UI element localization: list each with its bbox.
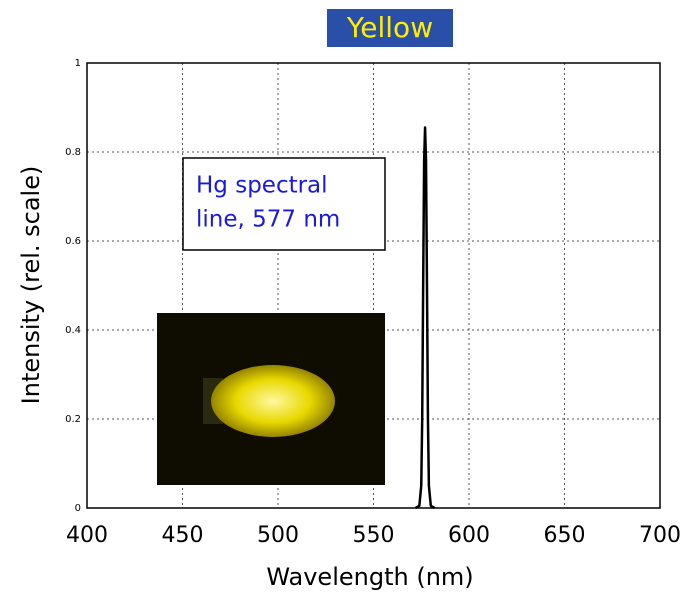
x-tick-label: 600 [448, 523, 490, 548]
x-tick-label: 700 [639, 523, 681, 548]
marks [416, 128, 435, 508]
y-tick-label: 0 [75, 503, 81, 514]
y-tick-label: 0.6 [65, 236, 81, 247]
x-tick-label: 450 [162, 523, 204, 548]
annotation: Hg spectral [196, 173, 328, 199]
y-tick-label: 1 [75, 58, 81, 69]
x-tick-label: 500 [257, 523, 299, 548]
x-tick-label: 400 [66, 523, 108, 548]
x-tick-label: 650 [544, 523, 586, 548]
annotation: line, 577 nm [196, 207, 340, 233]
y-tick-label: 0.8 [65, 147, 81, 158]
x-tick-label: 550 [353, 523, 395, 548]
chart: Yellow Hg spectral line, 577 nm Waveleng… [0, 0, 690, 600]
y-tick-label: 0.4 [65, 325, 81, 336]
spectral-line [416, 128, 435, 508]
y-tick-label: 0.2 [65, 414, 81, 425]
bulb-photo [157, 313, 385, 485]
y-axis-label: Intensity (rel. scale) [17, 166, 45, 405]
chart-title: Yellow [346, 11, 433, 44]
x-axis-label: Wavelength (nm) [266, 563, 473, 591]
